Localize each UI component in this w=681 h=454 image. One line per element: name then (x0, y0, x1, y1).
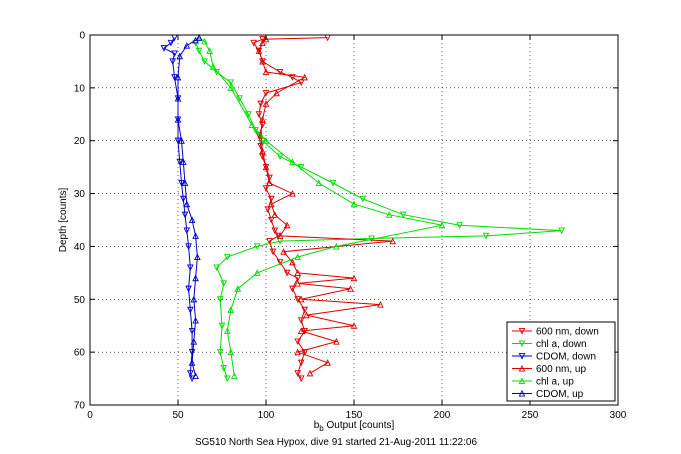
legend-label: CDOM, up (536, 389, 584, 400)
x-tick-label: 50 (172, 410, 184, 421)
y-tick-label: 40 (74, 242, 86, 253)
legend-label: 600 nm, down (536, 327, 599, 338)
y-axis-label: Depth [counts] (58, 188, 69, 253)
y-tick-label: 0 (79, 31, 85, 42)
legend-label: chl a, up (536, 377, 574, 388)
x-axis-label-suffix: Output [counts] (324, 420, 395, 431)
y-tick-label: 20 (74, 136, 86, 147)
y-tick-label: 30 (74, 189, 86, 200)
legend-label: CDOM, down (536, 352, 596, 363)
y-tick-label: 70 (74, 401, 86, 412)
y-tick-label: 10 (74, 83, 86, 94)
x-tick-label: 100 (258, 410, 275, 421)
figure-caption: SG510 North Sea Hypox, dive 91 started 2… (195, 437, 477, 448)
y-tick-label: 50 (74, 295, 86, 306)
x-tick-label: 250 (522, 410, 539, 421)
legend-label: chl a, down (536, 339, 587, 350)
x-tick-label: 300 (610, 410, 627, 421)
y-tick-label: 60 (74, 348, 86, 359)
legend-label: 600 nm, up (536, 364, 586, 375)
x-tick-label: 0 (87, 410, 93, 421)
legend: 600 nm, downchl a, down CDOM, down600 nm,… (507, 322, 615, 401)
x-tick-label: 200 (434, 410, 451, 421)
